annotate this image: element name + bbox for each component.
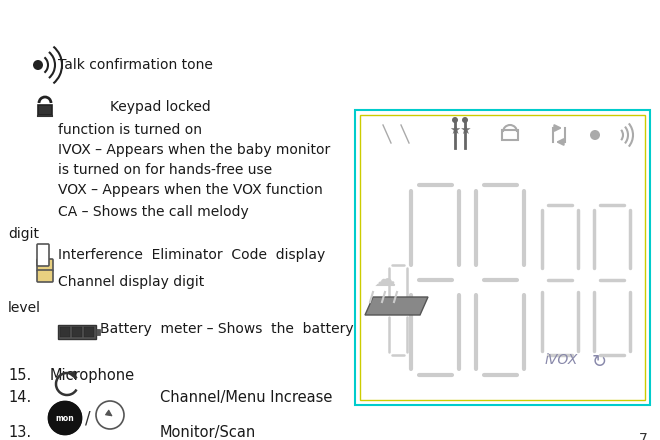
- FancyBboxPatch shape: [37, 244, 49, 266]
- Text: Talk confirmation tone: Talk confirmation tone: [58, 58, 213, 72]
- Text: Channel/Menu Increase: Channel/Menu Increase: [160, 390, 333, 405]
- Circle shape: [452, 117, 458, 123]
- Text: Channel display digit: Channel display digit: [58, 275, 204, 289]
- Bar: [355, 110, 650, 405]
- Bar: [84, 327, 94, 337]
- Bar: [38, 105, 52, 115]
- Text: Keypad locked: Keypad locked: [110, 100, 211, 114]
- Bar: [360, 115, 645, 400]
- Text: iVOX: iVOX: [545, 353, 578, 367]
- Bar: [60, 327, 70, 337]
- Circle shape: [462, 117, 468, 123]
- Circle shape: [33, 60, 43, 70]
- Text: mon: mon: [55, 414, 75, 422]
- Bar: [502, 130, 518, 140]
- Text: 7: 7: [640, 432, 648, 440]
- Text: level: level: [8, 301, 41, 315]
- Text: ☁: ☁: [374, 270, 396, 290]
- Text: digit: digit: [8, 227, 39, 241]
- Circle shape: [49, 402, 81, 434]
- Text: 15.: 15.: [8, 368, 31, 383]
- Bar: [96, 329, 100, 335]
- Text: Monitor/Scan: Monitor/Scan: [160, 425, 256, 440]
- Text: 14.: 14.: [8, 390, 31, 405]
- FancyBboxPatch shape: [37, 270, 53, 282]
- Text: Battery  meter – Shows  the  battery: Battery meter – Shows the battery: [100, 322, 354, 336]
- FancyBboxPatch shape: [37, 259, 53, 271]
- Text: Interference  Eliminator  Code  display: Interference Eliminator Code display: [58, 248, 325, 262]
- Text: 13.: 13.: [8, 425, 31, 440]
- Circle shape: [590, 130, 600, 140]
- Bar: [72, 327, 82, 337]
- Text: IVOX – Appears when the baby monitor: IVOX – Appears when the baby monitor: [58, 143, 330, 157]
- Text: Microphone: Microphone: [50, 368, 135, 383]
- Text: /: /: [85, 409, 91, 427]
- Text: is turned on for hands-free use: is turned on for hands-free use: [58, 163, 272, 177]
- Bar: [58, 325, 96, 339]
- Text: VOX – Appears when the VOX function: VOX – Appears when the VOX function: [58, 183, 323, 197]
- Polygon shape: [365, 297, 428, 315]
- Text: CA – Shows the call melody: CA – Shows the call melody: [58, 205, 249, 219]
- Circle shape: [52, 405, 78, 431]
- Text: function is turned on: function is turned on: [58, 123, 202, 137]
- Text: ↻: ↻: [592, 353, 607, 371]
- Text: ★★: ★★: [449, 124, 471, 136]
